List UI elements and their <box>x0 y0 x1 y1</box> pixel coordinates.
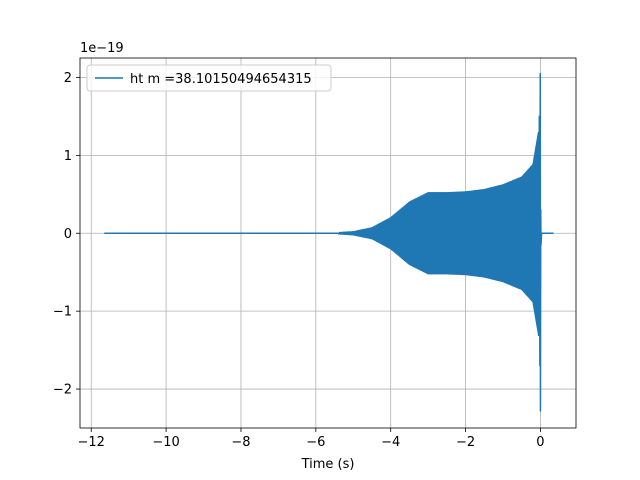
x-tick-label: −8 <box>231 435 250 450</box>
y-tick-label: −1 <box>53 305 72 320</box>
plot-frame <box>79 57 577 429</box>
series-layer <box>104 72 554 412</box>
x-tick-label: −10 <box>152 435 179 450</box>
y-offset-label: 1e−19 <box>80 41 124 56</box>
x-tick-label: −2 <box>456 435 475 450</box>
x-tick-label: 0 <box>536 435 544 450</box>
y-tick-label: −2 <box>53 383 72 398</box>
y-tick-label: 0 <box>64 227 72 242</box>
legend-box <box>86 64 332 92</box>
legend: ht m =38.10150494654315 <box>86 64 332 92</box>
x-tick-label: −4 <box>381 435 400 450</box>
y-tick-label: 2 <box>64 71 72 86</box>
x-axis-label: Time (s) <box>301 457 355 472</box>
y-axis-ticks: −2 −1 0 1 2 <box>53 71 80 398</box>
legend-label: ht m =38.10150494654315 <box>130 72 312 87</box>
x-axis-ticks: −12 −10 −8 −6 −4 −2 0 <box>78 428 545 450</box>
x-tick-label: −12 <box>78 435 105 450</box>
series-line-ht <box>104 72 554 412</box>
x-tick-label: −6 <box>306 435 325 450</box>
y-tick-label: 1 <box>64 149 72 164</box>
